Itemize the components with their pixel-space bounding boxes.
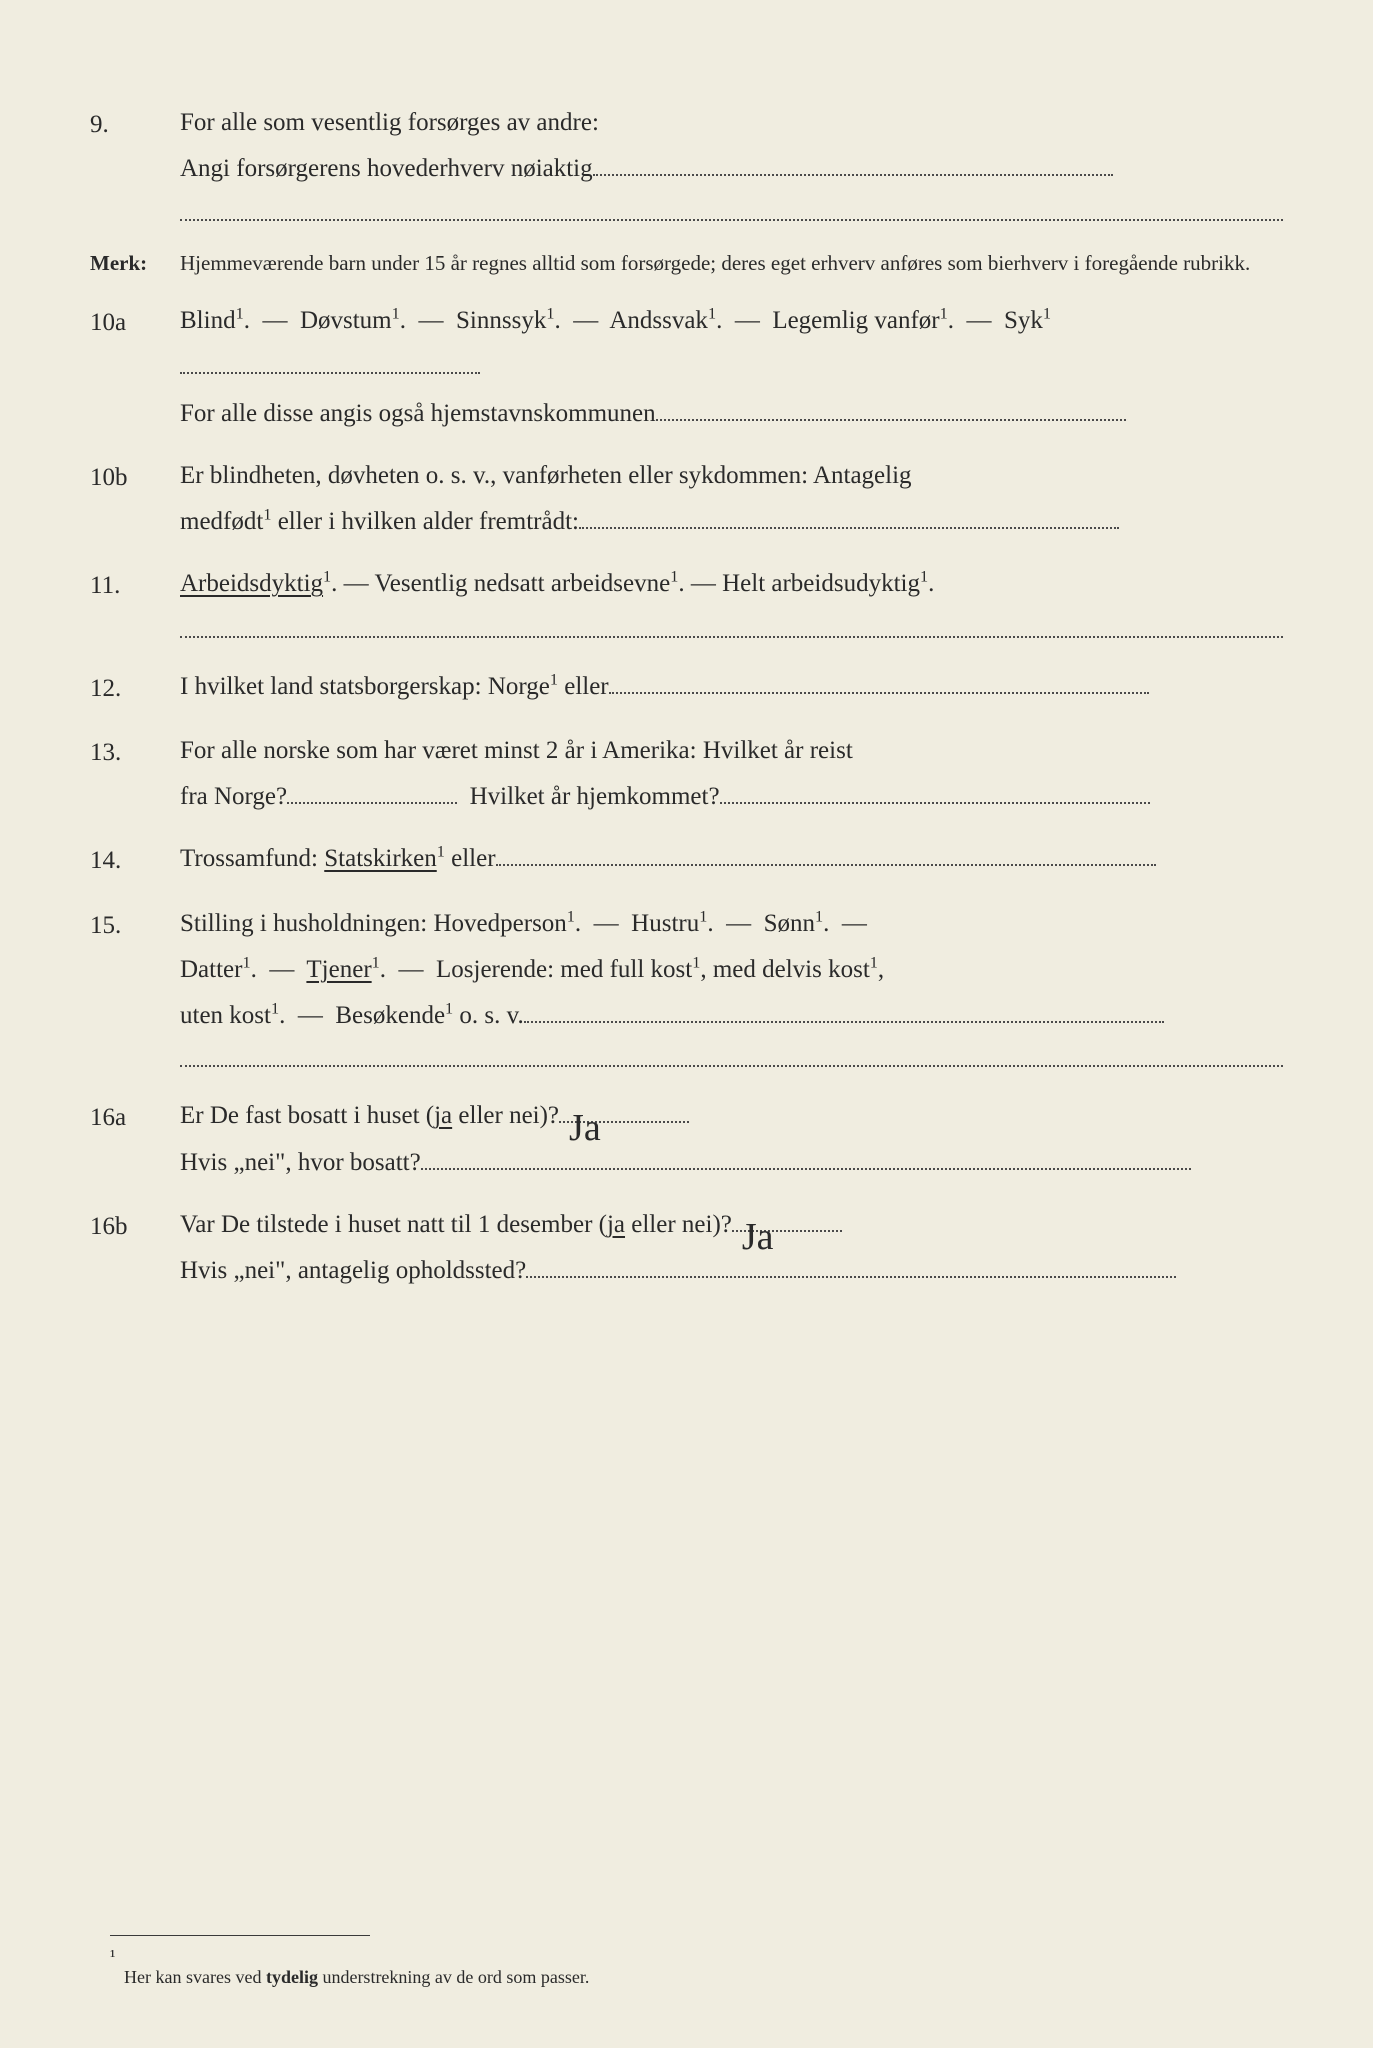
question-10a: 10a Blind1. — Døvstum1. — Sinnssyk1. — A… [90,298,1283,437]
q11-rest: 1. — Vesentlig nedsatt arbeidsevne1. — H… [323,570,934,597]
divider-after-15 [180,1065,1283,1067]
q16b-number: 16b [90,1202,180,1250]
q16b-line2: Hvis „nei", antagelig opholdssted? [180,1248,1283,1294]
q10b-number: 10b [90,453,180,501]
q16b-line1: Var De tilstede i huset natt til 1 desem… [180,1202,1283,1248]
q16a-answer: Ja [569,1093,601,1163]
question-16b: 16b Var De tilstede i huset natt til 1 d… [90,1202,1283,1295]
q15-line1: Stilling i husholdningen: Hovedperson1. … [180,901,1283,947]
q10a-syk-line[interactable] [180,372,480,374]
q14-suffix: 1 eller [437,845,496,872]
question-12: 12. I hvilket land statsborgerskap: Norg… [90,664,1283,712]
q14-fill-line[interactable] [496,864,1156,866]
q13-body: For alle norske som har været minst 2 år… [180,728,1283,821]
q10a-number: 10a [90,298,180,346]
divider-after-9 [180,219,1283,221]
footnote-marker: ¹ [110,1946,115,1966]
q15-fill-line[interactable] [524,1021,1164,1023]
q16a-ja-underline: ja [434,1102,452,1129]
q16a-line1a: Er De fast bosatt i huset ( [180,1102,434,1129]
divider-after-11 [180,636,1283,638]
q15-number: 15. [90,901,180,949]
q10b-line1: Er blindheten, døvheten o. s. v., vanfør… [180,453,1283,499]
q12-number: 12. [90,664,180,712]
q14-body: Trossamfund: Statskirken1 eller [180,836,1283,882]
q16a-number: 16a [90,1093,180,1141]
q9-number: 9. [90,100,180,148]
question-10b: 10b Er blindheten, døvheten o. s. v., va… [90,453,1283,546]
q9-line1: For alle som vesentlig forsørges av andr… [180,100,1283,146]
q10a-body: Blind1. — Døvstum1. — Sinnssyk1. — Andss… [180,298,1283,437]
q14-underlined: Statskirken [324,845,437,872]
q16a-fill-line[interactable] [421,1168,1191,1170]
q13-line2: fra Norge? Hvilket år hjemkommet? [180,774,1283,820]
q10a-fill-line[interactable] [656,419,1126,421]
question-9: 9. For alle som vesentlig forsørges av a… [90,100,1283,193]
question-14: 14. Trossamfund: Statskirken1 eller [90,836,1283,884]
q10a-options: Blind1. — Døvstum1. — Sinnssyk1. — Andss… [180,298,1283,391]
footnote-text: Her kan svares ved tydelig understreknin… [110,1967,990,1988]
q16b-ja-underline: ja [607,1211,625,1238]
q16b-answer-line[interactable]: Ja [732,1230,842,1232]
q13-fill-b[interactable] [720,802,1150,804]
question-13: 13. For alle norske som har været minst … [90,728,1283,821]
q15-line2: Datter1. — Tjener1. — Losjerende: med fu… [180,947,1283,993]
q16a-line2: Hvis „nei", hvor bosatt? [180,1140,1283,1186]
q11-body: Arbeidsdyktig1. — Vesentlig nedsatt arbe… [180,561,1283,607]
q9-body: For alle som vesentlig forsørges av andr… [180,100,1283,193]
q16a-body: Er De fast bosatt i huset (ja eller nei)… [180,1093,1283,1186]
q9-fill-line[interactable] [593,174,1113,176]
q10a-line2: For alle disse angis også hjemstavnskomm… [180,391,1283,437]
q16b-line2-prefix: Hvis „nei", antagelig opholdssted? [180,1257,526,1284]
q13-fill-a[interactable] [287,802,457,804]
q10a-line2-prefix: For alle disse angis også hjemstavnskomm… [180,400,656,427]
q10b-line2: medfødt1 eller i hvilken alder fremtrådt… [180,499,1283,545]
q16b-body: Var De tilstede i huset natt til 1 desem… [180,1202,1283,1295]
q13-parta: fra Norge? [180,783,287,810]
q14-number: 14. [90,836,180,884]
q16b-answer: Ja [742,1202,774,1272]
q9-line2: Angi forsørgerens hovederhverv nøiaktig [180,146,1283,192]
q15-underlined: Tjener [306,956,371,983]
q13-number: 13. [90,728,180,776]
question-15: 15. Stilling i husholdningen: Hovedperso… [90,901,1283,1040]
merk-text: Hjemmeværende barn under 15 år regnes al… [180,247,1283,281]
q10b-fill-line[interactable] [579,527,1119,529]
question-11: 11. Arbeidsdyktig1. — Vesentlig nedsatt … [90,561,1283,609]
q16b-line1b: eller nei)? [625,1211,732,1238]
q15-line3: uten kost1. — Besøkende1 o. s. v. [180,993,1283,1039]
q11-underlined: Arbeidsdyktig [180,570,323,597]
q15-body: Stilling i husholdningen: Hovedperson1. … [180,901,1283,1040]
q16a-line1b: eller nei)? [452,1102,559,1129]
q13-line1: For alle norske som har været minst 2 år… [180,728,1283,774]
q12-body: I hvilket land statsborgerskap: Norge1 e… [180,664,1283,710]
footnote: ¹ Her kan svares ved tydelig understrekn… [110,1935,370,1988]
merk-note: Merk: Hjemmeværende barn under 15 år reg… [90,247,1283,281]
q11-number: 11. [90,561,180,609]
q16a-line1: Er De fast bosatt i huset (ja eller nei)… [180,1093,1283,1139]
q12-prefix: I hvilket land statsborgerskap: Norge1 e… [180,673,609,700]
merk-label: Merk: [90,247,180,281]
q9-line2-prefix: Angi forsørgerens hovederhverv nøiaktig [180,155,593,182]
q12-fill-line[interactable] [609,692,1149,694]
question-16a: 16a Er De fast bosatt i huset (ja eller … [90,1093,1283,1186]
q16b-fill-line[interactable] [526,1276,1176,1278]
q16a-answer-line[interactable]: Ja [559,1121,689,1123]
q10b-body: Er blindheten, døvheten o. s. v., vanfør… [180,453,1283,546]
q16b-line1a: Var De tilstede i huset natt til 1 desem… [180,1211,607,1238]
q16a-line2-prefix: Hvis „nei", hvor bosatt? [180,1149,421,1176]
q10b-line2-prefix: medfødt1 eller i hvilken alder fremtrådt… [180,508,579,535]
q14-prefix: Trossamfund: [180,845,324,872]
q13-partb: Hvilket år hjemkommet? [470,783,720,810]
